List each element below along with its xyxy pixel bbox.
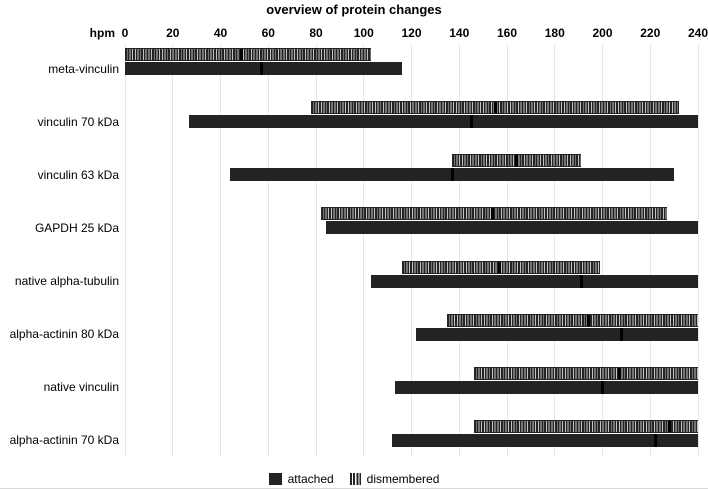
gridline <box>411 44 412 456</box>
axis-tick-label: 40 <box>213 26 228 40</box>
row-label: meta-vinculin <box>48 61 119 76</box>
bar-dismembered <box>125 48 371 61</box>
bar-attached-marker <box>620 327 624 341</box>
row-label: alpha-actinin 80 kDa <box>9 327 119 342</box>
bar-attached <box>416 327 698 341</box>
gridline <box>602 44 603 456</box>
legend-item-attached: attached <box>268 472 334 486</box>
axis-tick-label: 220 <box>640 26 661 40</box>
axis-tick-label: 180 <box>544 26 565 40</box>
row-label: GAPDH 25 kDa <box>34 220 119 235</box>
bar-dismembered-marker <box>240 49 244 60</box>
axis-tick-label: 140 <box>449 26 470 40</box>
bar-attached <box>189 115 698 129</box>
row-label: vinculin 63 kDa <box>37 167 119 182</box>
bar-dismembered-marker <box>493 102 497 114</box>
legend: attached dismembered <box>0 472 708 486</box>
bar-attached-marker <box>579 274 583 288</box>
bar-dismembered-marker <box>491 208 495 220</box>
dismembered-swatch-icon <box>349 473 361 485</box>
bar-attached <box>325 221 698 235</box>
gridline <box>124 44 126 456</box>
axis-tick-label: 60 <box>261 26 275 40</box>
axis-tick-label: 80 <box>309 26 323 40</box>
gridline <box>220 44 221 456</box>
bar-dismembered-marker <box>498 261 502 273</box>
bar-dismembered <box>452 154 581 168</box>
row-label: vinculin 70 kDa <box>37 114 119 129</box>
bar-attached-marker <box>600 380 604 394</box>
chart-title: overview of protein changes <box>266 2 442 17</box>
bar-dismembered-marker <box>667 420 671 432</box>
bar-attached-marker <box>653 433 657 447</box>
row-label: native vinculin <box>43 380 119 395</box>
gridline <box>697 44 699 456</box>
attached-swatch-icon <box>268 473 282 485</box>
axis-tick-label: 20 <box>166 26 180 40</box>
gridline <box>649 44 651 456</box>
bar-attached-marker <box>259 62 263 75</box>
row-label: alpha-actinin 70 kDa <box>9 433 119 448</box>
gridline <box>458 44 460 456</box>
row-label: native alpha-tubulin <box>14 274 119 289</box>
bar-dismembered-marker <box>617 367 621 379</box>
axis-tick-label: 0 <box>121 26 129 40</box>
bar-dismembered <box>320 207 667 221</box>
bar-attached <box>230 168 675 182</box>
gridline <box>267 44 269 456</box>
axis-tick-label: 240 <box>687 26 708 40</box>
gridline <box>172 44 174 456</box>
bar-dismembered <box>401 260 601 274</box>
bar-attached <box>392 433 698 447</box>
bar-dismembered <box>447 313 698 327</box>
axis-unit-label: hpm <box>89 26 115 40</box>
legend-dismembered-label: dismembered <box>366 472 440 486</box>
bar-attached <box>370 274 698 288</box>
gridline <box>315 44 317 456</box>
bar-dismembered <box>473 366 698 380</box>
gridline <box>506 44 508 456</box>
gridline <box>363 44 365 456</box>
bar-dismembered <box>311 101 679 115</box>
axis-tick-label: 100 <box>353 26 374 40</box>
bar-attached <box>394 380 698 394</box>
bar-attached <box>125 62 402 75</box>
legend-item-dismembered: dismembered <box>349 472 440 486</box>
legend-attached-label: attached <box>287 472 334 486</box>
axis-tick-label: 120 <box>401 26 422 40</box>
bar-dismembered <box>473 419 698 433</box>
axis-tick-label: 160 <box>496 26 518 40</box>
gridline <box>554 44 556 456</box>
bar-dismembered-marker <box>586 314 590 326</box>
axis-tick-label: 200 <box>592 26 613 40</box>
bar-attached-marker <box>469 115 473 129</box>
bar-attached-marker <box>450 168 454 182</box>
bar-dismembered-marker <box>515 155 519 167</box>
